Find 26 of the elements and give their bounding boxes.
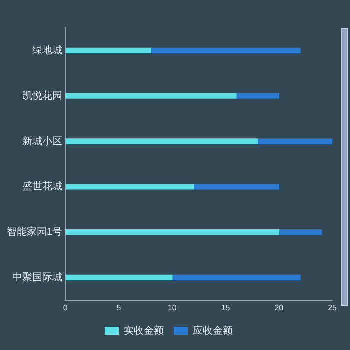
- bar: [66, 229, 280, 236]
- x-tick-label: 20: [274, 303, 284, 312]
- x-tick-label: 25: [328, 303, 338, 312]
- bar: [66, 274, 173, 281]
- y-tick-label: 中聚国际城: [12, 271, 63, 284]
- y-tick-label: 盛世花城: [22, 180, 63, 193]
- y-tick-label: 智能家园1号: [7, 226, 63, 238]
- x-tick-label: 0: [63, 303, 68, 312]
- bar: [66, 48, 152, 54]
- bar: [193, 184, 280, 190]
- bar: [150, 48, 301, 54]
- legend-label: 实收金额: [124, 324, 164, 337]
- y-tick-label: 新城小区: [22, 135, 63, 148]
- x-tick-label: 15: [221, 303, 231, 312]
- bar: [172, 274, 301, 281]
- legend-label: 应收金额: [193, 324, 233, 337]
- x-tick-label: 5: [116, 303, 122, 312]
- bar: [257, 138, 333, 144]
- bar: [236, 93, 280, 99]
- bar: [66, 138, 258, 144]
- bar: [66, 93, 237, 99]
- y-tick-label: 凯悦花园: [22, 90, 63, 102]
- x-tick-label: 10: [168, 303, 178, 312]
- bar: [66, 184, 194, 190]
- bar: [278, 229, 322, 236]
- y-tick-label: 绿地城: [32, 44, 63, 56]
